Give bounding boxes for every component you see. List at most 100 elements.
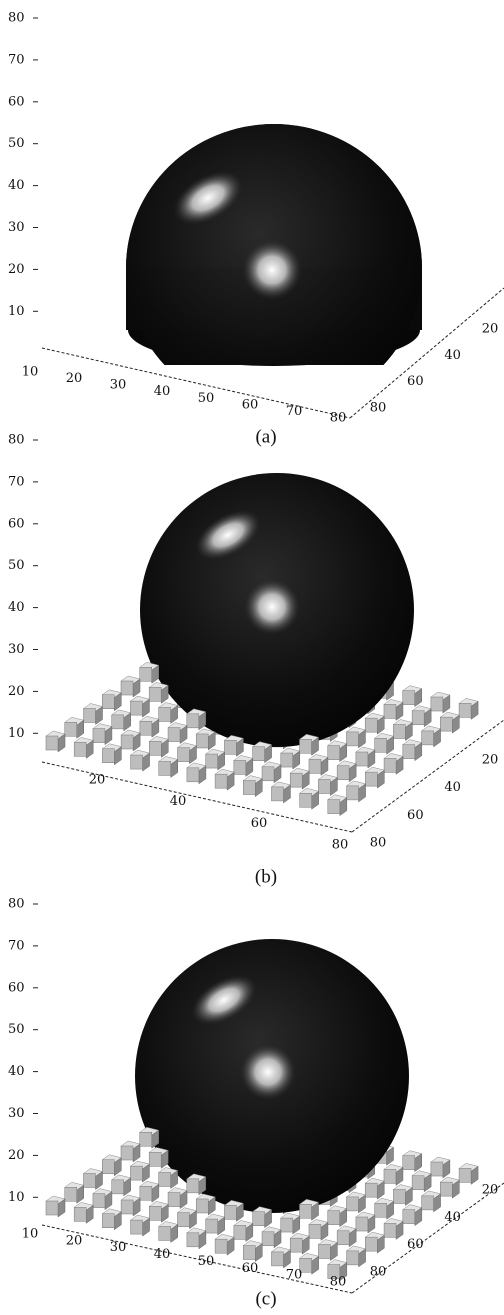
block-front (271, 1252, 283, 1266)
block-front (65, 1187, 77, 1201)
block (140, 716, 159, 737)
block (234, 1220, 253, 1241)
block-front (300, 1204, 312, 1218)
x-tick-label: 10 (22, 1227, 39, 1242)
block (149, 1147, 168, 1168)
block-front (112, 715, 124, 729)
block-front (140, 667, 152, 681)
block-front (121, 1200, 133, 1214)
y-tick-label: 20 (482, 322, 499, 337)
y-tick-label: 80 (370, 1265, 387, 1280)
block (253, 742, 272, 763)
z-tick-label: 50 (8, 136, 25, 151)
x-tick-label: 70 (286, 1268, 303, 1283)
block (243, 1241, 262, 1262)
block-front (375, 738, 387, 752)
block-front (309, 1224, 321, 1238)
x-tick-label: 50 (198, 391, 215, 406)
x-tick-label: 80 (330, 411, 347, 426)
z-tick-label: 70 (8, 52, 25, 67)
block-front (224, 740, 236, 754)
x-tick-label: 20 (89, 773, 106, 788)
block-front (318, 1245, 330, 1259)
block-front (347, 786, 359, 800)
block (121, 730, 140, 751)
block (300, 788, 319, 809)
block (440, 1177, 459, 1198)
block (328, 795, 347, 816)
block (149, 736, 168, 757)
x-tick-label: 80 (332, 838, 349, 853)
caption: (c) (255, 1288, 276, 1309)
block (431, 692, 450, 713)
block (206, 749, 225, 770)
block-front (253, 1212, 265, 1226)
z-tick-label: 40 (8, 600, 25, 615)
block-front (130, 701, 142, 715)
y-tick-label: 20 (482, 753, 499, 768)
block-front (300, 739, 312, 753)
block-front (328, 800, 340, 814)
figure: 8070605040302010102030405060708020406080… (0, 0, 504, 1315)
block (271, 1247, 290, 1268)
block (187, 709, 206, 730)
block-front (102, 1160, 114, 1174)
block (356, 1212, 375, 1233)
block (74, 1202, 93, 1223)
panel-b-render (140, 473, 414, 747)
block (393, 720, 412, 741)
block-front (93, 1194, 105, 1208)
block (93, 1189, 112, 1210)
block (206, 1214, 225, 1235)
block (187, 763, 206, 784)
block-front (262, 1232, 274, 1246)
block-front (365, 1183, 377, 1197)
block-front (149, 1152, 161, 1166)
block-front (459, 703, 471, 717)
block-front (412, 711, 424, 725)
block (93, 724, 112, 745)
block (365, 1178, 384, 1199)
block-front (102, 695, 114, 709)
z-tick-label: 30 (8, 642, 25, 657)
block-front (356, 1217, 368, 1231)
block-front (328, 1211, 340, 1225)
block-front (149, 687, 161, 701)
block-front (431, 697, 443, 711)
block-front (375, 1203, 387, 1217)
block-front (177, 748, 189, 762)
block (168, 723, 187, 744)
block-front (206, 754, 218, 768)
block (102, 1209, 121, 1230)
y-tick-label: 40 (444, 348, 461, 363)
block-front (262, 767, 274, 781)
z-tick-label: 80 (8, 11, 25, 26)
block (140, 1127, 159, 1148)
block-front (281, 753, 293, 767)
block-front (140, 1186, 152, 1200)
block (159, 1167, 178, 1188)
block-front (440, 717, 452, 731)
block (365, 767, 384, 788)
block-front (243, 781, 255, 795)
block (224, 735, 243, 756)
block (318, 775, 337, 796)
block-front (149, 741, 161, 755)
block-front (159, 1226, 171, 1240)
block-front (393, 725, 405, 739)
block (328, 1206, 347, 1227)
block-front (384, 704, 396, 718)
block-front (131, 755, 143, 769)
block (459, 1163, 478, 1184)
block-front (131, 1220, 143, 1234)
block-front (253, 747, 265, 761)
y-tick-label: 60 (407, 808, 424, 823)
block (403, 1151, 422, 1172)
block-front (74, 1207, 86, 1221)
x-tick-label: 70 (286, 404, 303, 419)
block (365, 713, 384, 734)
block-front (384, 1223, 396, 1237)
block-front (177, 1213, 189, 1227)
block-front (243, 1246, 255, 1260)
block-front (422, 1196, 434, 1210)
